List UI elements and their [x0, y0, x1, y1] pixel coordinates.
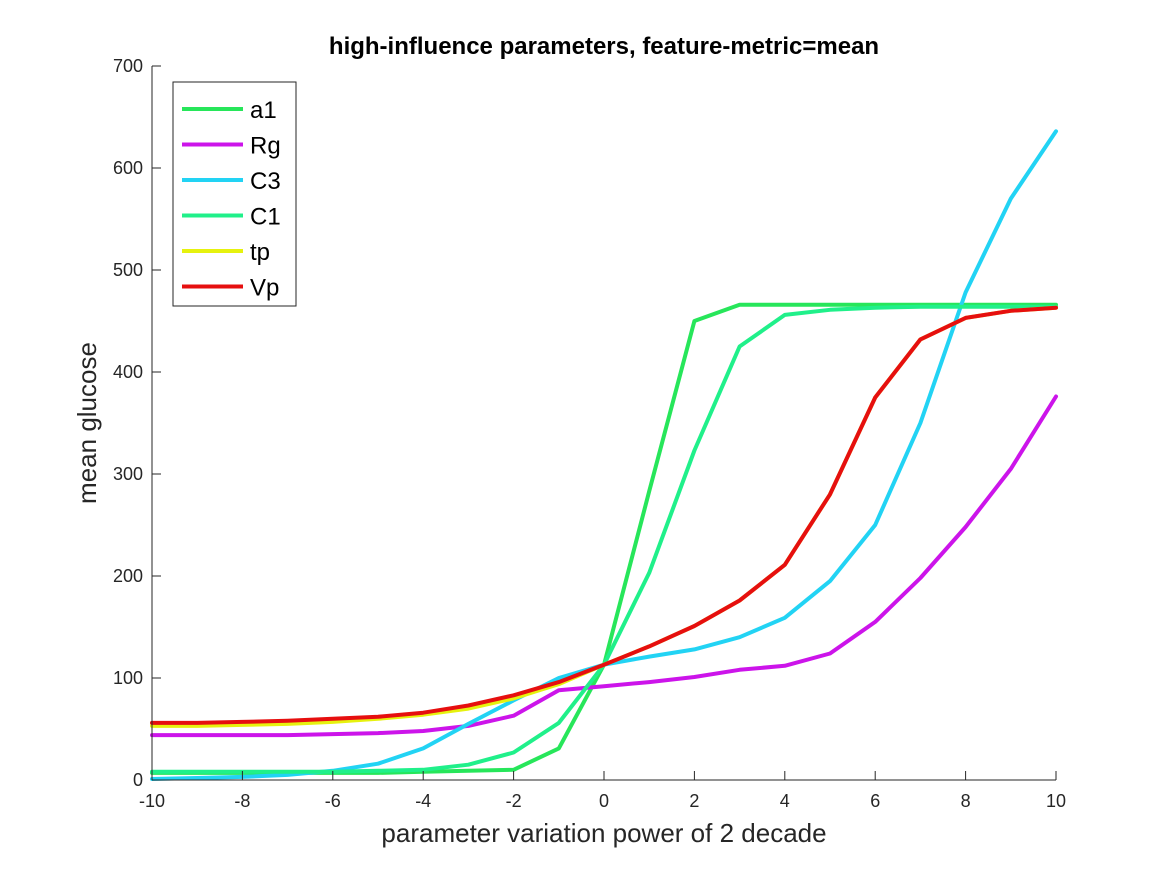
x-tick-label: 6	[870, 791, 880, 811]
chart-title: high-influence parameters, feature-metri…	[329, 33, 879, 60]
legend-label-Rg: Rg	[250, 133, 281, 160]
legend-box	[172, 81, 297, 307]
y-tick-label: 600	[113, 158, 143, 178]
legend-label-Vp: Vp	[250, 275, 279, 302]
series-lines	[150, 129, 1058, 781]
x-tick-label: 4	[780, 791, 790, 811]
x-axis-title: parameter variation power of 2 decade	[381, 818, 826, 848]
x-tick-label: 8	[961, 791, 971, 811]
y-tick-label: 0	[133, 770, 143, 790]
series-line-Rg	[150, 394, 1058, 738]
x-tick-label: 2	[689, 791, 699, 811]
y-tick-label: 300	[113, 464, 143, 484]
x-tick-label: 10	[1046, 791, 1066, 811]
x-tick-label: -8	[234, 791, 250, 811]
x-tick-label: -2	[506, 791, 522, 811]
y-tick-label: 200	[113, 566, 143, 586]
x-tick-label: 0	[599, 791, 609, 811]
x-tick-label: -6	[325, 791, 341, 811]
y-tick-label: 500	[113, 260, 143, 280]
y-axis-title: mean glucose	[72, 342, 102, 504]
legend-label-C3: C3	[250, 168, 281, 195]
legend: a1 Rg C3 C1 tp Vp	[172, 81, 297, 307]
legend-label-C1: C1	[250, 204, 281, 231]
x-tick-label: -10	[139, 791, 165, 811]
x-tick-label: -4	[415, 791, 431, 811]
legend-label-a1: a1	[250, 97, 277, 124]
legend-label-tp: tp	[250, 239, 270, 266]
series-line-Vp	[150, 305, 1058, 725]
y-tick-label: 400	[113, 362, 143, 382]
y-tick-label: 100	[113, 668, 143, 688]
y-tick-label: 700	[113, 56, 143, 76]
